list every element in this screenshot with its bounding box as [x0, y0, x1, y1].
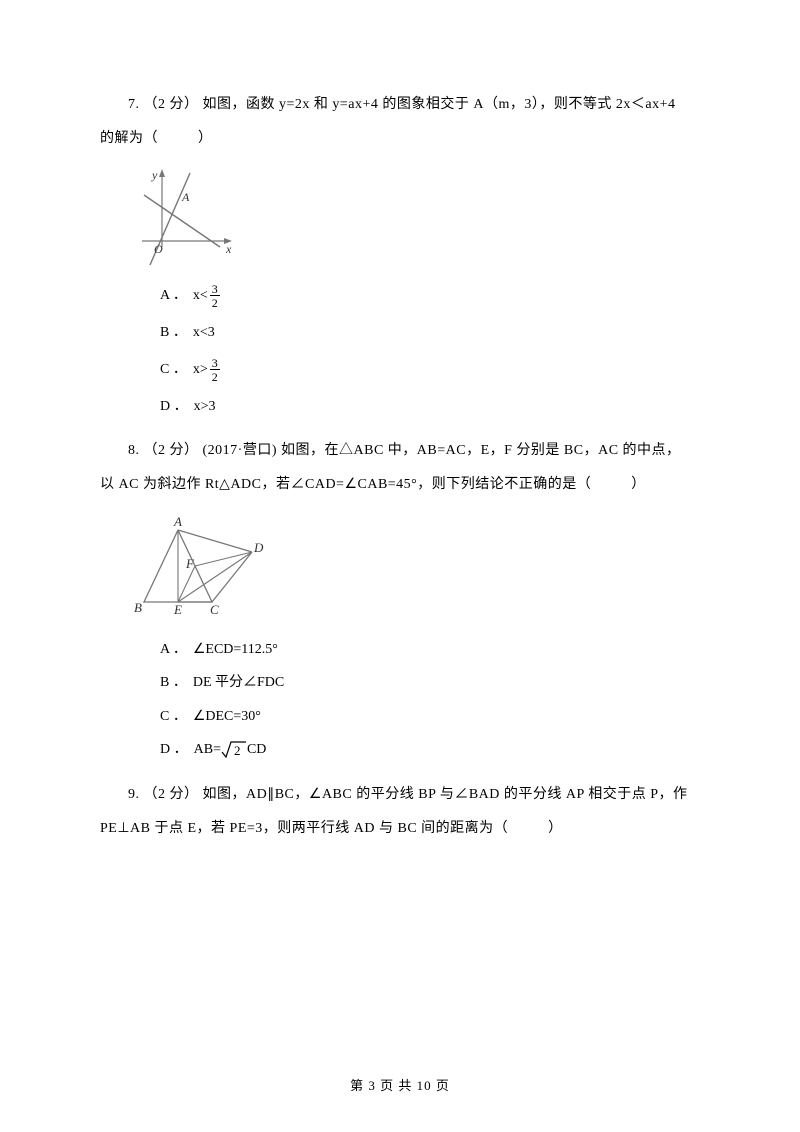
- q7-option-D: D ． x>3: [160, 397, 700, 417]
- svg-text:E: E: [173, 602, 182, 617]
- q8-figure: A B C D E F: [132, 512, 700, 622]
- q8-options: A ． ∠ECD=112.5° B ． DE 平分∠FDC C ． ∠DEC=3…: [160, 640, 700, 760]
- q7-label-x: x: [225, 242, 232, 256]
- q8-stem-line2: 以 AC 为斜边作 Rt△ADC，若∠CAD=∠CAB=45°，则下列结论不正确…: [100, 468, 700, 502]
- q8-source: (2017·营口): [203, 443, 278, 458]
- q7-option-C: C ． x> 3 2: [160, 357, 700, 383]
- fraction-icon: 3 2: [210, 283, 220, 309]
- q7-stem-line2: 的解为（）: [100, 122, 700, 156]
- q7-stem-line1: 7. （2 分） 如图，函数 y=2x 和 y=ax+4 的图象相交于 A（m，…: [100, 88, 700, 122]
- sqrt-icon: 2: [221, 741, 247, 759]
- q7-label-y: y: [151, 168, 158, 182]
- q8-triangle-svg: A B C D E F: [132, 512, 282, 622]
- q7-number: 7.: [128, 97, 140, 112]
- svg-text:C: C: [210, 602, 219, 617]
- q7-stem-a: 如图，函数 y=2x 和 y=ax+4 的图象相交于 A（m，3），则不等式 2…: [203, 97, 676, 112]
- q8-option-C: C ． ∠DEC=30°: [160, 707, 700, 727]
- q8-option-D: D ． AB= 2 CD: [160, 740, 700, 760]
- page-content: 7. （2 分） 如图，函数 y=2x 和 y=ax+4 的图象相交于 A（m，…: [0, 0, 800, 845]
- q7-graph-svg: A y x O: [132, 165, 242, 265]
- q9-stem-line1: 9. （2 分） 如图，AD∥BC，∠ABC 的平分线 BP 与∠BAD 的平分…: [100, 778, 700, 812]
- svg-text:A: A: [173, 514, 182, 529]
- svg-text:D: D: [253, 540, 264, 555]
- q7-figure: A y x O: [132, 165, 700, 265]
- page-footer: 第 3 页 共 10 页: [0, 1075, 800, 1094]
- q8-option-A: A ． ∠ECD=112.5°: [160, 640, 700, 660]
- q7-option-B: B ． x<3: [160, 323, 700, 343]
- svg-text:2: 2: [234, 743, 241, 758]
- q9-points: （2 分）: [144, 787, 199, 802]
- q7-options: A ． x< 3 2 B ． x<3 C ． x> 3 2 D ． x>3: [160, 283, 700, 416]
- q7-points: （2 分）: [144, 97, 199, 112]
- q7-label-A: A: [181, 190, 190, 204]
- fraction-icon: 3 2: [210, 357, 220, 383]
- q9-number: 9.: [128, 787, 140, 802]
- svg-text:B: B: [134, 600, 142, 615]
- q9-stem-line2: PE⊥AB 于点 E，若 PE=3，则两平行线 AD 与 BC 间的距离为（）: [100, 812, 700, 846]
- q8-number: 8.: [128, 443, 140, 458]
- q7-label-O: O: [154, 242, 163, 256]
- q8-option-B: B ． DE 平分∠FDC: [160, 673, 700, 693]
- q8-points: （2 分）: [144, 443, 199, 458]
- q8-stem-line1: 8. （2 分） (2017·营口) 如图，在△ABC 中，AB=AC，E，F …: [100, 434, 700, 468]
- q7-option-A: A ． x< 3 2: [160, 283, 700, 309]
